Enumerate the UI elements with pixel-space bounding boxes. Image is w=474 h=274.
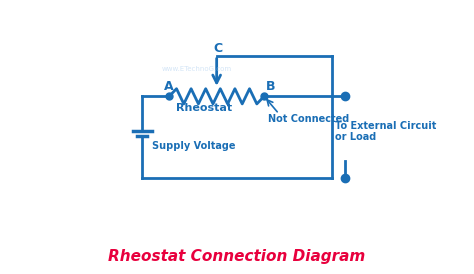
Text: B: B <box>265 79 275 93</box>
Text: A: A <box>164 79 173 93</box>
Text: Supply Voltage: Supply Voltage <box>152 141 235 151</box>
Text: Not Connected: Not Connected <box>268 114 349 124</box>
Text: To External Circuit
or Load: To External Circuit or Load <box>335 121 437 142</box>
Text: Rheostat Connection Diagram: Rheostat Connection Diagram <box>109 249 365 264</box>
Text: Rheostat: Rheostat <box>176 103 233 113</box>
Text: C: C <box>213 42 222 55</box>
Text: www.ETechnoG.com: www.ETechnoG.com <box>161 66 231 72</box>
